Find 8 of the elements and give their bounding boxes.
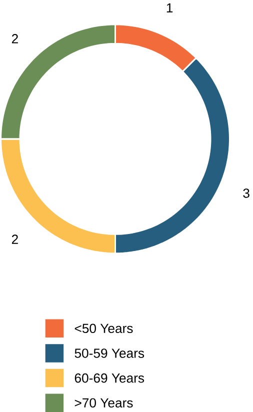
legend-label: <50 Years [74,324,133,334]
data-label: 1 [166,3,172,12]
data-label: 2 [12,34,18,44]
legend-label: >70 Years [74,398,133,408]
legend-label: 50-59 Years [74,348,144,358]
data-label: 3 [243,188,250,198]
legend-label: 60-69 Years [74,373,144,383]
data-label: 2 [12,234,18,244]
